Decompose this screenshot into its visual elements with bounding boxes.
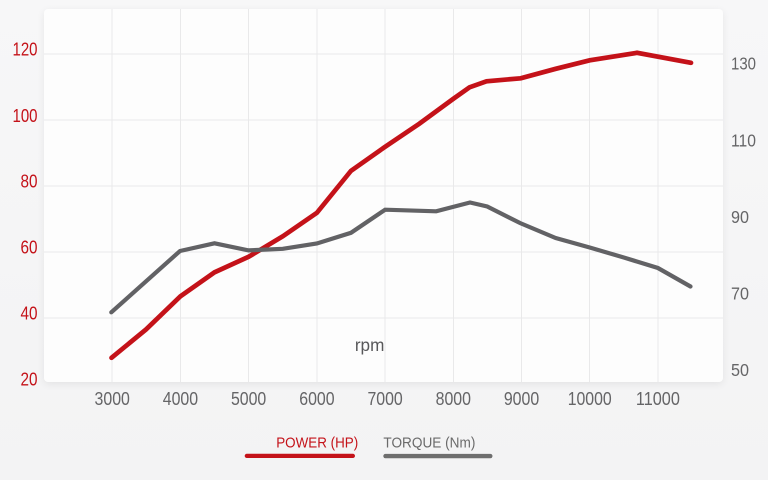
svg-text:9000: 9000 [504, 388, 539, 409]
svg-text:120: 120 [13, 40, 38, 60]
svg-text:3000: 3000 [95, 388, 130, 409]
svg-text:40: 40 [21, 304, 38, 324]
svg-text:4000: 4000 [163, 388, 198, 409]
svg-text:8000: 8000 [436, 388, 471, 409]
svg-text:60: 60 [21, 238, 38, 258]
svg-text:11000: 11000 [636, 388, 680, 409]
svg-text:80: 80 [21, 172, 38, 192]
svg-text:5000: 5000 [231, 388, 266, 409]
svg-text:90: 90 [731, 207, 749, 227]
svg-text:10000: 10000 [568, 388, 612, 409]
svg-text:20: 20 [21, 370, 38, 390]
svg-text:TORQUE (Nm): TORQUE (Nm) [383, 436, 475, 452]
svg-text:130: 130 [731, 54, 756, 74]
svg-text:70: 70 [731, 283, 749, 303]
svg-text:7000: 7000 [367, 388, 402, 409]
svg-text:110: 110 [731, 130, 756, 150]
svg-text:6000: 6000 [299, 388, 334, 409]
svg-text:rpm: rpm [355, 335, 385, 355]
svg-text:100: 100 [13, 106, 38, 126]
svg-text:POWER (HP): POWER (HP) [276, 436, 358, 452]
svg-text:50: 50 [731, 360, 749, 380]
